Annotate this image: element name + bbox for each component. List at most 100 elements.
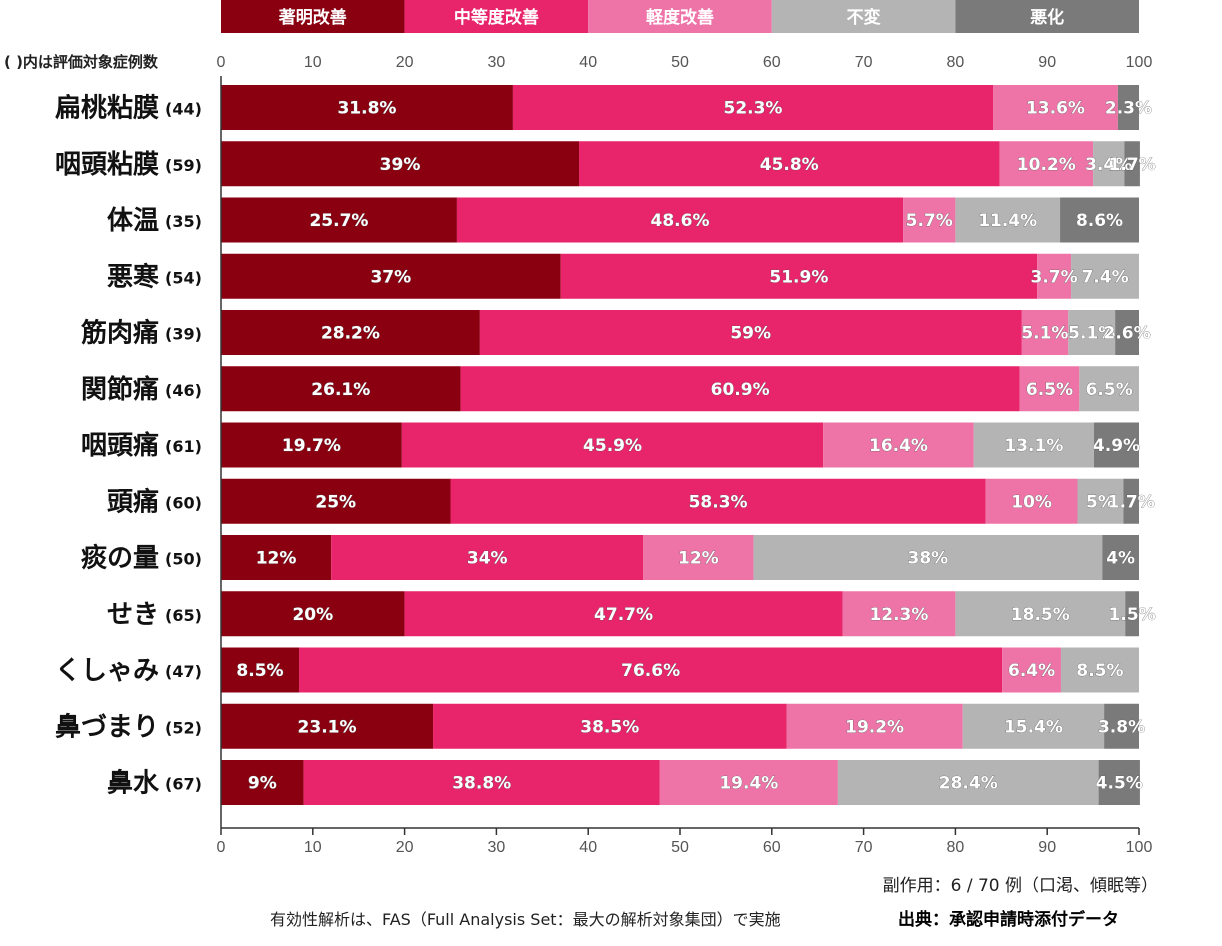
- data-label-1-3: 13.6%: [1026, 99, 1085, 119]
- bar-12-5: [1104, 703, 1139, 749]
- bar-3-1: [221, 197, 457, 243]
- legend-label-4: 不変: [847, 7, 881, 28]
- bottom-tick-label-50: 50: [671, 839, 689, 856]
- data-label-9-1: 12%: [256, 549, 297, 569]
- data-label-5-3: 5.1%: [1021, 324, 1068, 344]
- bar-12-3: [786, 703, 963, 749]
- data-label-6-3: 6.5%: [1026, 380, 1073, 400]
- data-label-7-3: 16.4%: [869, 436, 928, 456]
- data-label-11-4: 8.5%: [1076, 661, 1123, 681]
- category-label-13: 鼻水: [107, 769, 160, 799]
- category-label-7: 咽頭痛: [81, 430, 159, 461]
- top-tick-label-30: 30: [488, 54, 506, 71]
- legend-label-3: 軽度改善: [646, 7, 714, 28]
- data-label-6-2: 60.9%: [711, 380, 770, 400]
- bar-5-2: [479, 310, 1022, 355]
- data-label-13-4: 28.4%: [939, 774, 998, 794]
- side-effects-note: 副作用：6 / 70 例（口渇、傾眠等）: [882, 876, 1158, 896]
- data-label-10-5: 1.5%: [1109, 605, 1156, 625]
- bar-2-1: [221, 141, 580, 187]
- top-tick-label-10: 10: [304, 54, 322, 71]
- data-label-1-1: 31.8%: [337, 99, 396, 119]
- legend-swatch-1: [221, 0, 405, 33]
- category-count-4: (54): [165, 268, 202, 287]
- category-count-6: (46): [165, 381, 202, 400]
- category-label-2: 咽頭粘膜: [55, 150, 159, 180]
- data-label-2-5: 1.7%: [1109, 155, 1156, 175]
- category-count-9: (50): [165, 550, 202, 569]
- bar-3-4: [955, 197, 1061, 243]
- category-count-2: (59): [165, 156, 202, 175]
- bar-7-4: [973, 422, 1095, 468]
- category-label-5: 筋肉痛: [81, 318, 159, 349]
- bar-2-3: [999, 141, 1094, 187]
- data-label-12-3: 19.2%: [845, 717, 904, 737]
- data-label-13-2: 38.8%: [452, 774, 511, 794]
- bar-8-3: [985, 478, 1078, 524]
- data-label-11-2: 76.6%: [621, 661, 680, 681]
- bar-3-2: [456, 197, 904, 243]
- data-label-10-3: 12.3%: [869, 605, 928, 625]
- bar-11-3: [1002, 647, 1061, 693]
- bar-10-5: [1125, 591, 1139, 637]
- bar-13-2: [303, 760, 660, 805]
- data-label-8-1: 25%: [315, 492, 356, 512]
- data-label-12-4: 15.4%: [1004, 717, 1063, 737]
- bar-10-1: [221, 591, 405, 637]
- data-label-13-5: 4.5%: [1096, 774, 1143, 794]
- data-label-2-3: 10.2%: [1017, 155, 1076, 175]
- data-label-7-1: 19.7%: [282, 436, 341, 456]
- data-label-4-1: 37%: [370, 267, 411, 287]
- data-label-1-2: 52.3%: [723, 99, 782, 119]
- data-label-5-4: 5.1%: [1068, 324, 1115, 344]
- category-label-9: 痰の量: [81, 543, 159, 574]
- data-label-7-5: 4.9%: [1093, 436, 1140, 456]
- data-label-4-3: 3.7%: [1031, 267, 1078, 287]
- top-tick-label-0: 0: [217, 54, 226, 71]
- bottom-tick-label-40: 40: [579, 839, 597, 856]
- data-label-12-1: 23.1%: [298, 717, 357, 737]
- data-label-11-3: 6.4%: [1008, 661, 1055, 681]
- data-label-8-2: 58.3%: [689, 492, 748, 512]
- bottom-tick-label-90: 90: [1038, 839, 1056, 856]
- bar-13-1: [221, 760, 304, 805]
- bar-7-2: [401, 422, 824, 468]
- data-label-9-3: 12%: [678, 549, 719, 569]
- bar-1-5: [1117, 85, 1139, 130]
- data-label-13-1: 9%: [248, 774, 277, 794]
- bottom-tick-label-30: 30: [488, 839, 506, 856]
- category-count-10: (65): [165, 606, 202, 625]
- data-label-6-1: 26.1%: [311, 380, 370, 400]
- legend-label-2: 中等度改善: [454, 7, 539, 28]
- category-count-5: (39): [165, 325, 202, 344]
- data-label-10-1: 20%: [292, 605, 333, 625]
- data-label-9-5: 4%: [1106, 549, 1135, 569]
- bar-8-1: [221, 478, 451, 524]
- bar-11-2: [299, 647, 1003, 693]
- bottom-tick-label-70: 70: [855, 839, 873, 856]
- bar-9-4: [753, 535, 1103, 580]
- data-label-8-4: 5%: [1086, 492, 1115, 512]
- bar-12-4: [962, 703, 1105, 749]
- bar-1-1: [221, 85, 513, 130]
- data-label-3-4: 11.4%: [978, 211, 1037, 231]
- bottom-tick-label-60: 60: [763, 839, 781, 856]
- bar-4-4: [1071, 253, 1139, 299]
- bar-3-5: [1060, 197, 1139, 243]
- data-label-13-3: 19.4%: [719, 774, 778, 794]
- bar-5-1: [221, 310, 480, 355]
- data-label-12-2: 38.5%: [580, 717, 639, 737]
- category-count-8: (60): [165, 493, 202, 512]
- bar-9-5: [1102, 535, 1139, 580]
- top-tick-label-40: 40: [579, 54, 597, 71]
- category-label-4: 悪寒: [107, 261, 159, 292]
- bar-11-1: [221, 647, 300, 693]
- data-label-6-4: 6.5%: [1086, 380, 1133, 400]
- category-label-6: 関節痛: [81, 374, 159, 405]
- bar-8-5: [1123, 478, 1139, 524]
- bar-9-2: [331, 535, 644, 580]
- bar-6-2: [460, 366, 1020, 412]
- top-tick-label-90: 90: [1038, 54, 1056, 71]
- top-tick-label-100: 100: [1126, 54, 1153, 71]
